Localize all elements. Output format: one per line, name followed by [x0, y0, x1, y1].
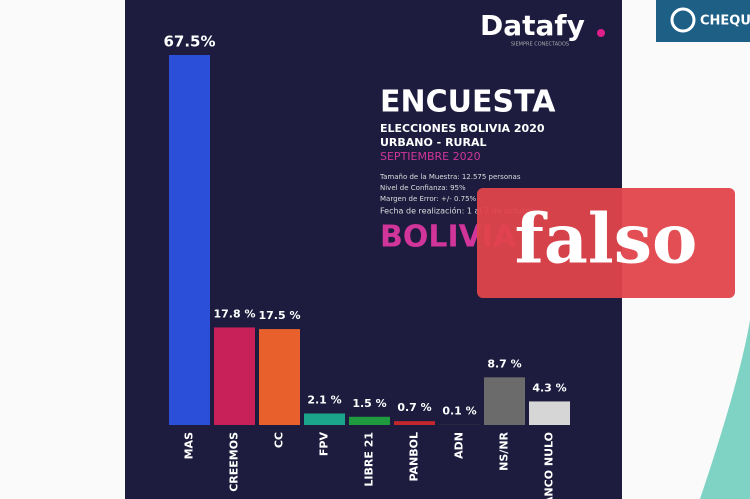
scope: URBANO - RURAL [380, 136, 486, 149]
note: Nivel de Confianza: 95% [380, 184, 466, 192]
bar [484, 377, 525, 425]
value-label: 1.5 % [352, 397, 386, 410]
x-tick-label: CREEMOS [228, 432, 241, 492]
badge-icon [670, 7, 696, 33]
bar [394, 421, 435, 425]
x-tick-label: CC [273, 432, 286, 448]
stamp-text: falso [515, 200, 698, 280]
teal-curve [700, 320, 750, 499]
bar [214, 327, 255, 425]
stamp [477, 188, 735, 298]
value-label: 4.3 % [532, 381, 566, 394]
value-label: 17.5 % [259, 309, 301, 322]
brand: Datafy [480, 9, 585, 42]
value-label: 0.1 % [442, 404, 476, 417]
bar [304, 413, 345, 425]
value-label: 67.5% [163, 33, 215, 51]
x-tick-label: BLANCO NULO [543, 432, 556, 499]
badge-text: CHEQU [700, 14, 750, 29]
x-tick-label: FPV [318, 432, 331, 457]
brand-dot [597, 29, 605, 37]
x-tick-label: NS/NR [498, 431, 511, 470]
poster-subtitle: ELECCIONES BOLIVIA 2020 [380, 122, 545, 135]
note: Margen de Error: +/- 0.75% [380, 195, 477, 203]
date: SEPTIEMBRE 2020 [380, 150, 481, 163]
x-tick-label: PANBOL [408, 432, 421, 482]
bar [349, 416, 390, 425]
value-label: 17.8 % [214, 307, 256, 320]
x-tick-label: ADN [453, 432, 466, 459]
tagline: SIEMPRE CONECTADOS [511, 42, 569, 48]
note: Tamaño de la Muestra: 12.575 personas [379, 173, 521, 181]
bar [439, 424, 480, 425]
poster-title: ENCUESTA [380, 85, 556, 120]
value-label: 8.7 % [487, 357, 521, 370]
x-tick-label: LIBRE 21 [363, 432, 376, 487]
note: Fecha de realización: 1 al 7 de octubre [380, 206, 535, 216]
x-tick-label: MAS [183, 432, 196, 459]
bar [529, 401, 570, 425]
value-label: 2.1 % [307, 393, 341, 406]
bar [259, 329, 300, 425]
bar [169, 55, 210, 425]
value-label: 0.7 % [397, 401, 431, 414]
